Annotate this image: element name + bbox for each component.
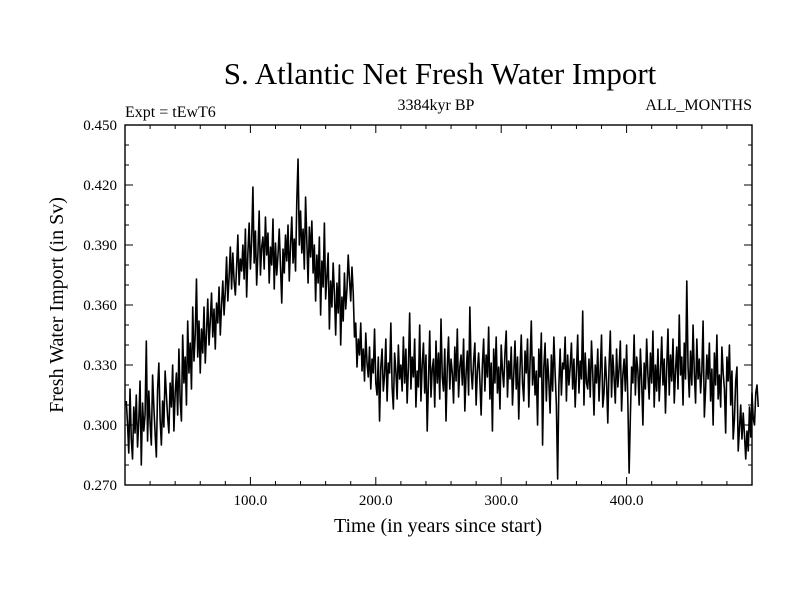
- plot-frame: [124, 124, 753, 486]
- tick-labels: 100.0 200.0 300.0 400.0 0.270 0.300 0.330 0.360…: [83, 118, 643, 509]
- experiment-label: Expt = tEwT6: [125, 104, 216, 121]
- y-axis-label: Fresh Water Import (in Sv): [46, 197, 68, 413]
- months-label: ALL_MONTHS: [645, 97, 752, 114]
- y-tick-label: 0.420: [83, 178, 117, 194]
- period-label: 3384kyr BP: [398, 97, 475, 114]
- y-tick-label: 0.360: [83, 298, 117, 314]
- x-axis-label: Time (in years since start): [334, 515, 542, 537]
- x-tick-label: 100.0: [234, 493, 268, 509]
- x-tick-label: 200.0: [359, 493, 393, 509]
- series-line: [125, 158, 760, 480]
- y-tick-label: 0.450: [83, 118, 117, 134]
- y-tick-label: 0.270: [83, 478, 117, 494]
- x-tick-label: 400.0: [610, 493, 644, 509]
- y-tick-label: 0.330: [83, 358, 117, 374]
- y-tick-label: 0.300: [83, 418, 117, 434]
- chart-title: S. Atlantic Net Fresh Water Import: [224, 56, 657, 91]
- y-tick-label: 0.390: [83, 238, 117, 254]
- x-tick-label: 300.0: [484, 493, 518, 509]
